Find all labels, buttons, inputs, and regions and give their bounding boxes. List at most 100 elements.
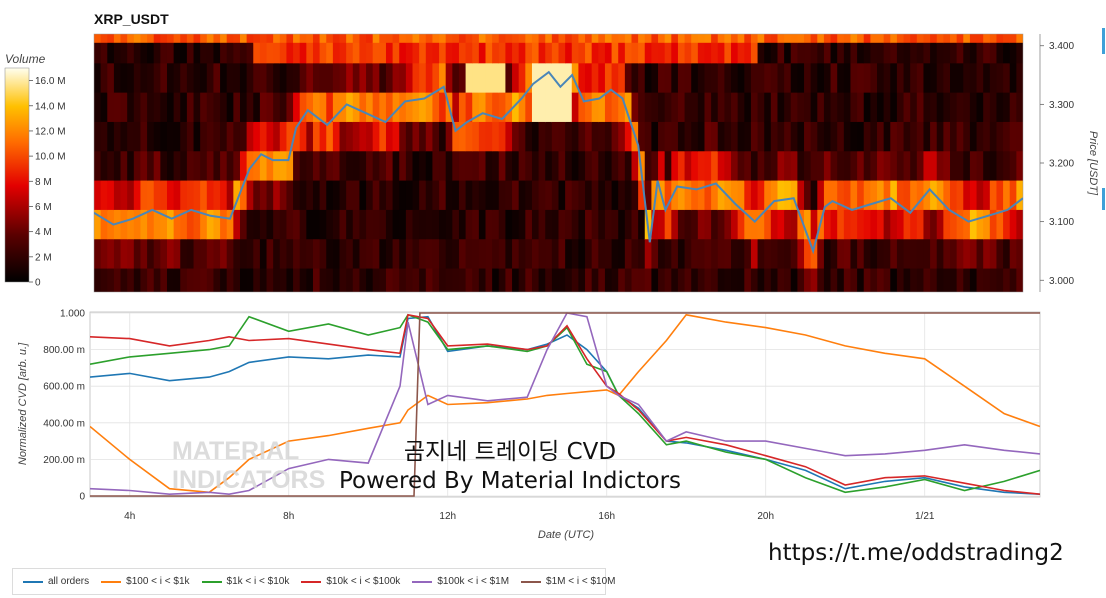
heatmap-cell: [94, 42, 102, 64]
heatmap-cell: [863, 42, 871, 64]
heatmap-cell: [127, 92, 135, 123]
heatmap-cell: [638, 268, 646, 292]
heatmap-cell: [180, 180, 188, 211]
heatmap-cell: [293, 63, 301, 94]
heatmap-cell: [339, 151, 347, 182]
legend-label: $10k < i < $100k: [326, 576, 401, 587]
heatmap-cell: [259, 239, 268, 270]
heatmap-cell: [525, 268, 533, 292]
heatmap-cell: [591, 34, 599, 44]
legend-item[interactable]: $1M < i < $10M: [521, 576, 616, 587]
heatmap-cell: [492, 151, 500, 182]
heatmap-cell: [445, 63, 453, 94]
heatmap-cell: [233, 180, 241, 211]
heatmap-cell: [186, 121, 195, 152]
heatmap-cell: [312, 92, 321, 123]
heatmap-cell: [306, 151, 314, 182]
heatmap-cell: [312, 63, 321, 94]
heatmap-cell: [445, 180, 453, 211]
heatmap-cell: [286, 121, 294, 152]
heatmap-cell: [558, 268, 566, 292]
legend-item[interactable]: $10k < i < $100k: [301, 576, 400, 587]
heatmap-cell: [372, 63, 380, 94]
telegram-link[interactable]: https://t.me/oddstrading2: [768, 540, 1064, 566]
heatmap-cell: [432, 63, 440, 94]
heatmap-cell: [611, 180, 619, 211]
heatmap-cell: [757, 151, 765, 182]
heatmap-cell: [565, 121, 573, 152]
heatmap-cell: [604, 151, 613, 182]
heatmap-cell: [843, 34, 852, 44]
heatmap-cell: [147, 42, 155, 64]
heatmap-cell: [133, 34, 142, 44]
heatmap-cell: [930, 180, 938, 211]
heatmap-cell: [737, 209, 745, 240]
heatmap-cell: [492, 92, 500, 123]
heatmap-cell: [545, 209, 553, 240]
heatmap-cell: [385, 180, 394, 211]
heatmap-cell: [877, 239, 885, 270]
heatmap-cell: [810, 92, 818, 123]
heatmap-cell: [465, 34, 473, 44]
heatmap-cell: [664, 92, 672, 123]
heatmap-cell: [392, 268, 400, 292]
heatmap-cell: [989, 268, 998, 292]
heatmap-cell: [239, 121, 248, 152]
heatmap-cell: [419, 42, 427, 64]
cvd-series: [90, 312, 1040, 497]
heatmap-cell: [830, 239, 838, 270]
heatmap-cell: [259, 92, 268, 123]
heatmap-cell: [604, 239, 613, 270]
heatmap-cell: [107, 151, 115, 182]
heatmap-cell: [498, 42, 507, 64]
legend-item[interactable]: $1k < i < $10k: [201, 576, 289, 587]
heatmap-cell: [485, 63, 493, 94]
heatmap-cell: [253, 42, 261, 64]
heatmap-cell: [206, 42, 215, 64]
heatmap-cell: [472, 121, 480, 152]
heatmap-cell: [565, 209, 573, 240]
cvd-y-ticks: 1.000 800.00 m 600.00 m 400.00 m 200.00 m 0: [43, 309, 85, 503]
heatmap-cell: [585, 121, 593, 152]
heatmap-cell: [372, 268, 380, 292]
heatmap-cell: [200, 239, 208, 270]
heatmap-cell: [279, 121, 288, 152]
cvd-y-tick-label: 400.00 m: [43, 418, 85, 429]
heatmap-cell: [896, 180, 905, 211]
heatmap-cell: [531, 268, 540, 292]
legend-item[interactable]: all orders: [23, 576, 89, 587]
heatmap-cell: [332, 121, 341, 152]
heatmap-cell: [950, 121, 958, 152]
heatmap-cell: [790, 121, 798, 152]
heatmap-cell: [233, 151, 241, 182]
heatmap-cell: [166, 63, 175, 94]
heatmap-cell: [1009, 42, 1017, 64]
heatmap-cell: [976, 63, 984, 94]
heatmap-cell: [531, 34, 540, 44]
heatmap-cell: [658, 34, 666, 44]
heatmap-cell: [286, 42, 294, 64]
heatmap-cell: [604, 34, 613, 44]
heatmap-cell: [777, 34, 785, 44]
heatmap-cell: [711, 268, 719, 292]
heatmap-cell: [352, 42, 361, 64]
heatmap-cell: [200, 209, 208, 240]
heatmap-cell: [538, 151, 546, 182]
heatmap-cell: [930, 151, 938, 182]
heatmap-cell: [485, 42, 493, 64]
heatmap-cell: [943, 42, 951, 64]
heatmap-cell: [220, 239, 228, 270]
heatmap-cell: [1016, 180, 1023, 211]
heatmap-cell: [770, 239, 779, 270]
heatmap-cell: [784, 63, 792, 94]
heatmap-cell: [226, 63, 234, 94]
legend-item[interactable]: $100 < i < $1k: [101, 576, 190, 587]
price-line: [94, 70, 1023, 255]
legend-item[interactable]: $100k < i < $1M: [412, 576, 509, 587]
heatmap-cell: [366, 268, 374, 292]
heatmap-cell: [379, 92, 387, 123]
heatmap-cell: [140, 92, 148, 123]
heatmap-cell: [943, 151, 951, 182]
heatmap-cell: [140, 34, 148, 44]
heatmap-cell: [1003, 209, 1011, 240]
